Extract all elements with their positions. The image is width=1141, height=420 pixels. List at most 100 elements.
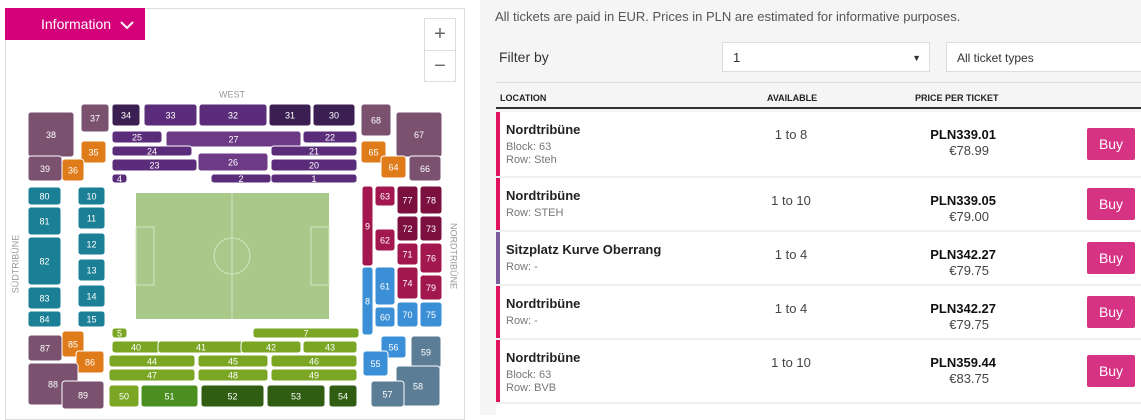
section[interactable]: 75 <box>419 301 443 328</box>
buy-button[interactable]: Buy <box>1087 355 1135 387</box>
section[interactable]: 44 <box>108 354 196 368</box>
section[interactable]: 70 <box>396 301 419 328</box>
quantity-select[interactable]: 1 ▼ <box>722 42 930 72</box>
section[interactable]: 39 <box>27 155 63 182</box>
section[interactable]: 30 <box>312 103 356 127</box>
section-label: 14 <box>86 291 96 301</box>
section[interactable]: 80 <box>27 186 62 206</box>
section[interactable]: 31 <box>268 103 312 127</box>
section[interactable]: 85 <box>61 330 85 358</box>
section[interactable]: 27 <box>165 130 302 148</box>
section[interactable]: 47 <box>108 368 196 382</box>
section[interactable]: 89 <box>61 380 105 410</box>
section[interactable]: 1 <box>270 173 358 184</box>
section[interactable]: 73 <box>419 215 443 242</box>
section-label: 41 <box>196 342 206 352</box>
section[interactable]: 54 <box>328 384 358 408</box>
section[interactable]: 65 <box>360 140 387 164</box>
buy-button[interactable]: Buy <box>1087 128 1135 160</box>
section[interactable]: 72 <box>396 215 419 242</box>
section[interactable]: 55 <box>362 350 389 377</box>
section[interactable]: 23 <box>111 158 198 172</box>
section[interactable]: 37 <box>80 103 110 133</box>
section[interactable]: 79 <box>419 274 443 301</box>
section[interactable]: 7 <box>252 327 360 339</box>
section[interactable]: 13 <box>77 258 106 282</box>
section-shape <box>27 206 62 236</box>
section[interactable]: 10 <box>77 186 106 206</box>
section[interactable]: 38 <box>27 111 75 158</box>
section[interactable]: 8 <box>361 266 374 336</box>
section[interactable]: 5 <box>111 327 128 339</box>
ticket-type-select[interactable]: All ticket types <box>946 42 1141 72</box>
section[interactable]: 43 <box>302 340 358 354</box>
section[interactable]: 61 <box>374 266 396 306</box>
info-button[interactable]: Information <box>5 8 145 40</box>
section[interactable]: 49 <box>270 368 358 382</box>
section[interactable]: 78 <box>419 185 443 215</box>
section[interactable]: 36 <box>61 158 85 182</box>
section[interactable]: 68 <box>360 103 392 137</box>
section[interactable]: 86 <box>75 350 105 374</box>
section[interactable]: 60 <box>374 306 396 328</box>
section[interactable]: 87 <box>27 334 63 362</box>
section[interactable]: 77 <box>396 185 419 215</box>
section[interactable]: 76 <box>419 242 443 274</box>
section[interactable]: 83 <box>27 286 62 310</box>
section[interactable]: 15 <box>77 310 106 328</box>
section[interactable]: 42 <box>240 340 302 354</box>
price-eur: €83.75 <box>949 371 989 386</box>
section[interactable]: 26 <box>197 152 269 172</box>
section[interactable]: 66 <box>408 155 442 182</box>
section[interactable]: 53 <box>266 384 326 408</box>
section[interactable]: 67 <box>395 111 443 158</box>
section[interactable]: 24 <box>111 145 193 157</box>
buy-button[interactable]: Buy <box>1087 296 1135 328</box>
section[interactable]: 52 <box>200 384 265 408</box>
section[interactable]: 34 <box>111 103 141 127</box>
section[interactable]: 33 <box>143 103 198 127</box>
section[interactable]: 71 <box>396 242 419 266</box>
section[interactable]: 46 <box>270 354 358 368</box>
section[interactable]: 59 <box>410 335 442 369</box>
section[interactable]: 35 <box>80 140 107 164</box>
section-shape <box>419 215 443 242</box>
section[interactable]: 41 <box>157 340 245 354</box>
row-accent <box>496 340 500 402</box>
section[interactable]: 45 <box>197 354 269 368</box>
section[interactable]: 64 <box>380 155 407 179</box>
section[interactable]: 14 <box>77 284 106 308</box>
section[interactable]: 50 <box>108 384 140 408</box>
section[interactable]: 74 <box>396 266 419 300</box>
section[interactable]: 11 <box>77 206 106 230</box>
section[interactable]: 48 <box>197 368 269 382</box>
section[interactable]: 63 <box>374 185 396 207</box>
section[interactable]: 84 <box>27 310 62 328</box>
section-label: 56 <box>388 342 398 352</box>
section-label: 64 <box>388 162 398 172</box>
zoom-out[interactable]: − <box>434 55 446 77</box>
section[interactable]: 12 <box>77 232 106 256</box>
section-shape <box>111 145 193 157</box>
stand-label: WEST <box>219 89 246 99</box>
section-shape <box>111 327 128 339</box>
section[interactable]: 4 <box>111 173 128 184</box>
section[interactable]: 57 <box>370 380 405 408</box>
zoom-in[interactable]: + <box>425 19 455 51</box>
section[interactable]: 81 <box>27 206 62 236</box>
section[interactable]: 2 <box>210 173 272 184</box>
section[interactable]: 62 <box>374 228 396 252</box>
section-shape <box>111 130 163 144</box>
section[interactable]: 51 <box>140 384 199 408</box>
section[interactable]: 25 <box>111 130 163 144</box>
section[interactable]: 82 <box>27 236 62 286</box>
section[interactable]: 22 <box>302 130 358 144</box>
section[interactable]: 32 <box>198 103 268 127</box>
section-shape <box>374 266 396 306</box>
section[interactable]: 21 <box>270 145 358 157</box>
section[interactable]: 9 <box>361 185 374 267</box>
buy-button[interactable]: Buy <box>1087 188 1135 220</box>
buy-button[interactable]: Buy <box>1087 242 1135 274</box>
section[interactable]: 40 <box>111 340 161 354</box>
section[interactable]: 20 <box>270 158 358 172</box>
